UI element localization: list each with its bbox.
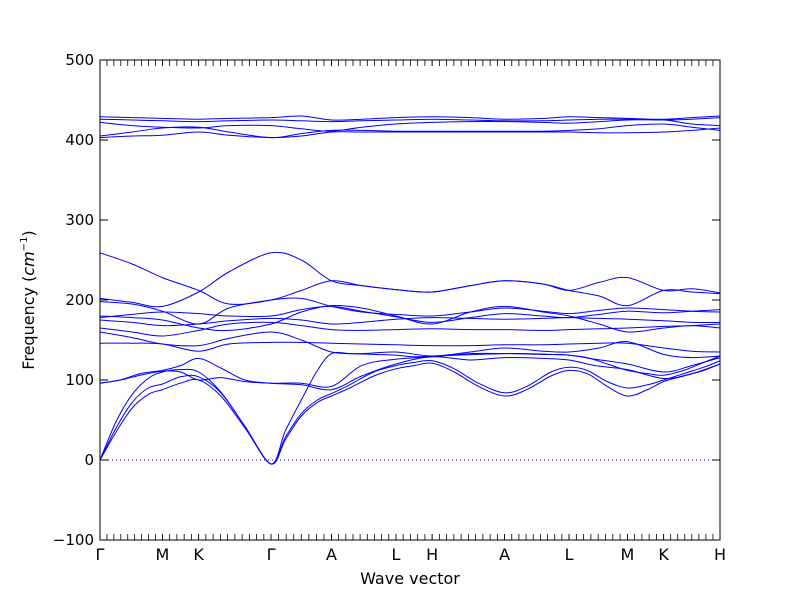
- x-tick-label: H: [426, 545, 438, 564]
- x-axis-label: Wave vector: [360, 569, 460, 588]
- y-tick-label: 500: [65, 51, 94, 69]
- dispersion-branch-13: [99, 251, 721, 308]
- dispersion-branch-5: [99, 352, 721, 388]
- y-axis-label-math: cm: [19, 251, 38, 275]
- dispersion-branch-10: [99, 305, 721, 323]
- series-group: [99, 115, 721, 465]
- dispersion-branch-12: [99, 297, 721, 325]
- x-tick-label: Γ: [267, 545, 276, 564]
- plot-area: [99, 115, 721, 465]
- y-axis-label-close: ): [19, 230, 38, 236]
- dispersion-branch-18: [99, 117, 721, 123]
- x-tick-label: A: [499, 545, 510, 564]
- dispersion-branch-8: [99, 321, 721, 337]
- y-axis-label-exponent: −1: [19, 237, 30, 252]
- dispersion-branch-6: [99, 341, 721, 353]
- x-tick-label: M: [620, 545, 634, 564]
- dispersion-branch-4: [99, 356, 721, 391]
- dispersion-branch-15: [99, 127, 721, 139]
- dispersion-branch-1: [99, 362, 721, 465]
- x-tick-label: Γ: [96, 545, 105, 564]
- dispersion-branch-16: [99, 123, 721, 139]
- dispersion-branch-2: [99, 359, 721, 465]
- x-tick-label: H: [714, 545, 726, 564]
- dispersion-branch-14: [99, 252, 721, 307]
- dispersion-branch-9: [99, 317, 721, 327]
- x-tick-label: M: [155, 545, 169, 564]
- dispersion-branch-17: [99, 119, 721, 132]
- dispersion-branch-11: [99, 304, 721, 333]
- x-tick-label: K: [193, 545, 204, 564]
- x-tick-label: K: [658, 545, 669, 564]
- dispersion-branch-7: [99, 331, 721, 359]
- dispersion-branch-19: [99, 115, 721, 121]
- x-tick-label: A: [326, 545, 337, 564]
- y-tick-label: 200: [65, 291, 94, 309]
- y-tick-label: −100: [53, 531, 94, 549]
- y-axis-ticks: −100 0 100 200 300 400 500: [53, 51, 720, 549]
- x-tick-label: L: [391, 545, 400, 564]
- y-axis-label: Frequency (cm−1): [19, 230, 38, 369]
- y-tick-label: 100: [65, 371, 94, 389]
- y-tick-label: 0: [84, 451, 94, 469]
- y-axis-label-text: Frequency (: [19, 276, 38, 370]
- y-tick-label: 400: [65, 131, 94, 149]
- x-tick-label: L: [565, 545, 574, 564]
- y-tick-label: 300: [65, 211, 94, 229]
